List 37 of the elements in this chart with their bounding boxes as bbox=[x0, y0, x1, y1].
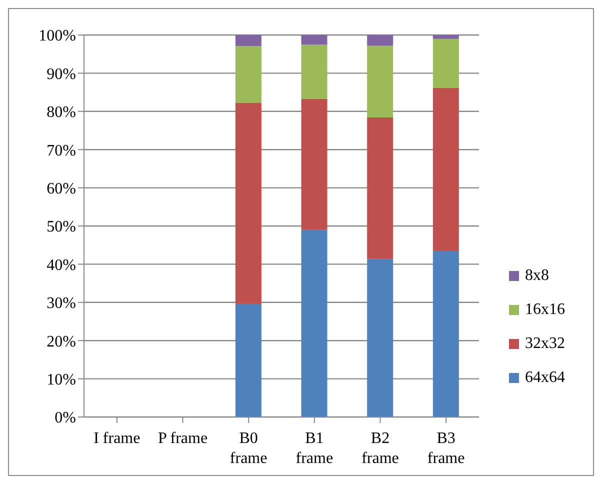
y-tick-label: 30% bbox=[46, 295, 76, 312]
y-tick-label: 0% bbox=[54, 410, 76, 427]
x-tick-label: P frame bbox=[158, 430, 208, 447]
bar bbox=[235, 35, 262, 46]
y-tick-label: 80% bbox=[46, 104, 76, 122]
x-tick-label: I frame bbox=[94, 430, 140, 447]
bar bbox=[367, 35, 394, 46]
y-tick-label: 70% bbox=[46, 142, 76, 160]
legend-label: 64x64 bbox=[525, 369, 565, 387]
bar bbox=[367, 46, 394, 118]
bar bbox=[367, 258, 394, 417]
legend-label: 8x8 bbox=[525, 267, 549, 285]
y-tick-label: 20% bbox=[46, 333, 76, 350]
bar bbox=[367, 118, 394, 259]
bar bbox=[301, 98, 328, 230]
bar bbox=[301, 35, 328, 45]
y-tick-label: 50% bbox=[46, 218, 76, 236]
legend-label: 32x32 bbox=[525, 335, 565, 353]
y-tick-label: 40% bbox=[46, 256, 76, 274]
bar bbox=[432, 88, 459, 250]
y-tick-label: 90% bbox=[46, 66, 76, 83]
bar bbox=[301, 230, 328, 417]
x-tick-label: B0 frame bbox=[230, 430, 268, 467]
y-tick-label: 60% bbox=[46, 180, 76, 198]
bar bbox=[235, 102, 262, 304]
bar bbox=[301, 44, 328, 99]
x-tick-label: B1 frame bbox=[296, 430, 334, 467]
bar bbox=[432, 35, 459, 39]
x-tick-label: B3 frame bbox=[427, 430, 465, 467]
bar bbox=[235, 304, 262, 417]
legend-label: 16x16 bbox=[525, 301, 565, 319]
y-tick-label: 100% bbox=[38, 28, 76, 45]
x-tick-label: B2 frame bbox=[362, 430, 399, 467]
bar bbox=[235, 46, 262, 103]
y-tick-label: 10% bbox=[46, 371, 76, 388]
bar bbox=[432, 38, 459, 88]
bar bbox=[432, 250, 459, 417]
